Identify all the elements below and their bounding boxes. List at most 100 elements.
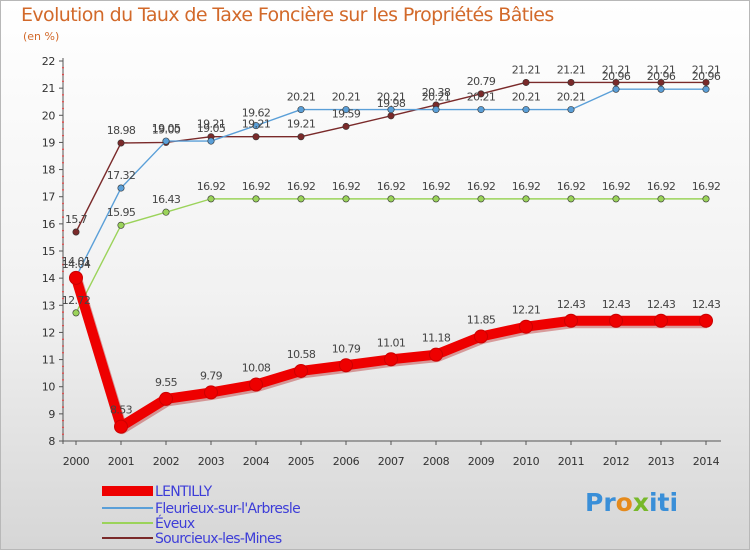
y-minor-tick [62, 229, 64, 232]
data-point [654, 313, 668, 328]
data-label: 21.21 [512, 63, 541, 76]
y-minor-tick [62, 324, 64, 327]
data-point [564, 313, 578, 328]
data-label: 10.08 [242, 362, 271, 375]
series-line [75, 198, 706, 314]
data-label: 20.21 [512, 91, 541, 104]
y-minor-tick [62, 270, 64, 273]
data-point [297, 133, 305, 141]
data-label: 18.98 [107, 124, 136, 137]
data-point [159, 391, 173, 406]
data-point [387, 112, 395, 120]
data-point [297, 195, 305, 203]
data-label: 19.59 [332, 107, 361, 120]
data-label: 12.72 [62, 294, 91, 307]
data-label: 10.58 [287, 348, 316, 361]
y-minor-tick [62, 372, 64, 375]
y-minor-tick [62, 365, 64, 368]
data-point [429, 347, 443, 362]
data-label: 16.92 [512, 180, 541, 193]
y-minor-tick [62, 175, 64, 178]
data-point [72, 309, 80, 317]
x-tick-label: 2001 [108, 455, 134, 468]
y-tick-label: 22 [42, 55, 55, 68]
data-label: 20.21 [287, 91, 316, 104]
data-point [384, 352, 398, 367]
y-tick-label: 19 [42, 136, 56, 149]
data-point [339, 358, 353, 373]
y-tick-label: 8 [48, 435, 55, 448]
data-point [294, 363, 308, 378]
data-point [204, 385, 218, 400]
y-axis-ticks: 8 9 10 11 12 13 14 15 16 17 18 19 20 21 22 [42, 55, 64, 448]
data-label: 16.92 [422, 180, 451, 193]
data-point [522, 195, 530, 203]
data-label: 16.92 [242, 180, 271, 193]
data-label: 16.92 [467, 180, 496, 193]
data-label: 19.21 [197, 118, 226, 131]
x-tick-label: 2009 [468, 455, 495, 468]
data-label: 19.00 [152, 123, 181, 136]
data-label: 16.92 [647, 180, 676, 193]
data-point [117, 221, 125, 229]
y-minor-tick [62, 107, 64, 110]
data-label: 10.79 [332, 342, 361, 355]
y-minor-tick [62, 351, 64, 354]
data-label: 19.21 [242, 118, 271, 131]
y-minor-tick [62, 284, 64, 286]
x-tick-label: 2010 [513, 455, 540, 468]
data-label: 12.43 [692, 298, 721, 311]
legend-label: LENTILLY [155, 484, 213, 500]
x-tick-label: 2004 [243, 455, 270, 468]
data-point [249, 377, 263, 392]
series-layer [69, 78, 713, 435]
data-point [69, 270, 83, 285]
legend-label: Sourcieux-les-Mines [155, 531, 282, 547]
x-tick-label: 2014 [693, 455, 720, 468]
legend-label: Fleurieux-sur-l'Arbresle [155, 501, 300, 517]
data-label: 15.95 [107, 206, 136, 219]
data-point [477, 106, 485, 114]
data-point [252, 122, 260, 130]
y-tick-label: 18 [42, 164, 56, 177]
x-tick-label: 2005 [288, 455, 315, 468]
data-label: 19.05 [197, 122, 226, 135]
data-point [702, 85, 710, 93]
data-point [72, 228, 80, 236]
data-point [567, 195, 575, 203]
y-minor-tick [62, 209, 64, 212]
y-tick-label: 17 [42, 191, 56, 204]
data-point [207, 195, 215, 203]
legend-label: Éveux [155, 515, 195, 532]
data-point [612, 195, 620, 203]
y-minor-tick [62, 338, 64, 341]
y-minor-tick [62, 182, 64, 185]
x-tick-label: 2000 [63, 455, 90, 468]
y-minor-tick [62, 345, 64, 347]
data-label: 9.55 [155, 376, 178, 389]
x-tick-label: 2003 [198, 455, 225, 468]
data-label: 20.21 [332, 91, 361, 104]
y-minor-tick [62, 236, 64, 239]
data-point [522, 106, 530, 114]
data-point [477, 90, 485, 98]
data-label: 16.92 [287, 180, 316, 193]
data-label: 12.43 [647, 298, 676, 311]
data-label: 11.18 [422, 332, 451, 345]
data-point [657, 195, 665, 203]
y-minor-tick [62, 73, 64, 76]
y-minor-tick [62, 399, 64, 402]
data-label: 16.92 [332, 180, 361, 193]
y-minor-tick [62, 433, 64, 436]
data-point [432, 195, 440, 203]
x-tick-label: 2007 [378, 455, 405, 468]
y-tick-label: 14 [42, 272, 56, 285]
data-point [387, 195, 395, 203]
x-tick-label: 2006 [333, 455, 360, 468]
data-point [207, 137, 215, 145]
data-label: 9.79 [200, 369, 223, 382]
x-tick-label: 2012 [603, 455, 629, 468]
data-label: 11.85 [467, 314, 496, 327]
y-minor-tick [62, 419, 64, 422]
